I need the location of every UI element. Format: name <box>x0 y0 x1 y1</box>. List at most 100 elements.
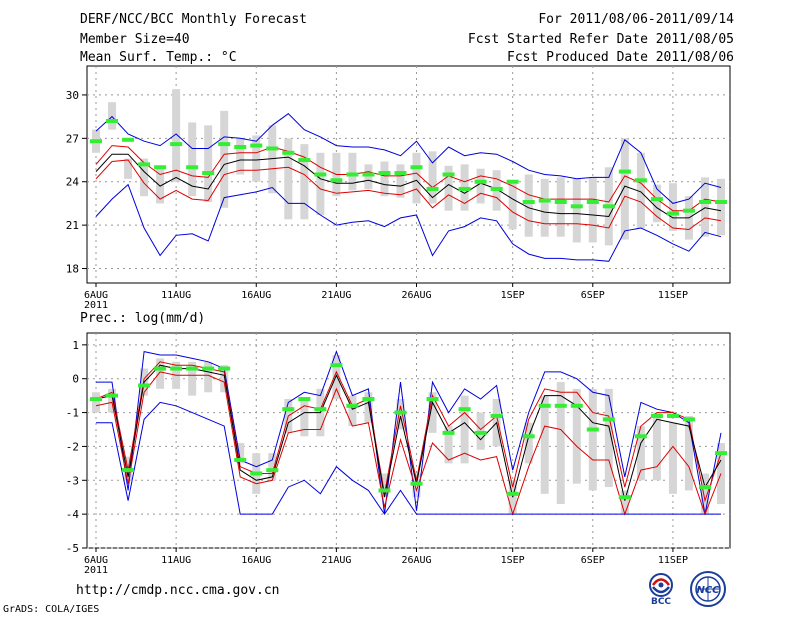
prec-observed-marker <box>266 468 279 473</box>
temp-observed-marker <box>282 150 295 155</box>
prec-x-tick-label: 1SEP <box>501 555 525 566</box>
prec-observed-marker <box>202 366 215 371</box>
prec-y-tick-label: -3 <box>66 474 79 487</box>
prec-series-ensemble-min <box>96 401 721 515</box>
temp-x-tick-label: 11SEP <box>658 290 688 301</box>
temp-x-tick-label: 1SEP <box>501 290 525 301</box>
temp-spread-bar <box>188 122 197 197</box>
temp-observed-marker <box>554 199 567 204</box>
temp-series-ensemble-min <box>95 183 722 262</box>
prec-observed-marker <box>282 407 295 412</box>
ncc-logo: NCC <box>690 571 726 607</box>
prec-spread-bar <box>460 395 469 464</box>
grads-credit: GrADS: COLA/IGES <box>3 604 100 615</box>
prec-spread-bar <box>428 392 437 433</box>
prec-observed-marker <box>586 427 599 432</box>
temp-observed-marker <box>394 171 407 176</box>
prec-spread-bar <box>300 399 309 437</box>
temp-frame <box>86 65 731 284</box>
temp-observed-marker <box>250 143 263 148</box>
prec-spread-bar <box>220 365 229 393</box>
temp-spread-bar <box>412 152 421 204</box>
prec-observed-marker <box>170 366 183 371</box>
temp-x-tick-year: 2011 <box>84 300 108 311</box>
prec-series-ensemble-max <box>96 350 722 515</box>
temp-series-ensemble-mean <box>95 153 722 219</box>
temp-spread-bar <box>316 152 325 216</box>
temp-observed-marker <box>154 165 167 170</box>
temp-spread-bar <box>364 164 373 189</box>
temp-spread-bar <box>300 144 309 220</box>
temp-x-tick-label: 6SEP <box>581 290 605 301</box>
temp-observed-marker <box>682 208 695 213</box>
temp-series-ensemble-low <box>95 159 722 231</box>
prec-spread-bar <box>540 395 549 494</box>
temp-spread-bar <box>668 183 677 231</box>
prec-observed-marker <box>474 430 487 435</box>
temp-spread-bar <box>396 164 405 198</box>
temp-observed-marker <box>490 186 503 191</box>
temp-observed-marker <box>298 158 311 163</box>
temp-spread-bar <box>540 178 549 237</box>
prec-observed-marker <box>218 366 231 371</box>
prec-observed-marker <box>314 407 327 412</box>
prec-y-tick-label: 0 <box>72 373 79 386</box>
temp-x-tick-label: 6AUG <box>84 290 108 301</box>
temp-y-tick-label: 30 <box>66 89 79 102</box>
prec-observed-marker <box>666 413 679 418</box>
temp-spread-bar <box>172 89 181 182</box>
prec-observed-marker <box>410 481 423 486</box>
temp-spread-bar <box>572 178 581 243</box>
temp-spread-bar <box>508 181 517 230</box>
temp-spread-bar <box>428 151 437 204</box>
prec-spread-bar <box>700 473 709 515</box>
prec-observed-marker <box>330 363 343 368</box>
temp-observed-marker <box>138 162 151 167</box>
temp-spread-bar <box>380 161 389 197</box>
temp-observed-marker <box>715 199 727 204</box>
temp-observed-marker <box>314 172 327 177</box>
prec-spread-bar <box>604 388 613 488</box>
prec-spread-bar <box>348 395 357 427</box>
temp-observed-marker <box>698 199 711 204</box>
temp-observed-marker <box>234 145 247 150</box>
prec-spread-bar <box>332 355 341 400</box>
prec-series-ensemble-mean <box>95 364 722 501</box>
temp-series-ensemble-max <box>95 113 722 204</box>
prec-spread-bar <box>636 426 645 481</box>
temp-spread-bar <box>524 174 533 237</box>
prec-spread-bar <box>380 473 389 498</box>
temp-observed-marker <box>346 172 359 177</box>
forecast-period: For 2011/08/06-2011/09/14 <box>538 12 734 27</box>
prec-observed-marker <box>602 417 615 422</box>
prec-spread-bar <box>236 443 245 464</box>
temp-observed-marker <box>634 178 647 183</box>
prec-observed-marker <box>346 403 359 408</box>
temp-observed-marker <box>330 178 343 183</box>
temp-observed-marker <box>506 179 519 184</box>
prec-observed-marker <box>362 397 375 402</box>
temp-observed-marker <box>170 142 183 147</box>
prec-spread-bar <box>572 388 581 484</box>
forecast-started-date: Fcst Started Refer Date 2011/08/05 <box>467 32 734 47</box>
temp-x-tick-label: 11AUG <box>161 290 191 301</box>
temp-x-tick-label: 21AUG <box>321 290 351 301</box>
prec-spread-bar <box>684 415 693 491</box>
temp-observed-marker <box>266 146 279 151</box>
prec-x-tick-label: 26AUG <box>401 555 431 566</box>
temp-observed-marker <box>202 171 215 176</box>
precip-title: Prec.: log(mm/d) <box>80 311 205 326</box>
prec-spread-bar <box>620 490 629 515</box>
temp-spread-bar <box>700 177 709 237</box>
temp-spread-bar <box>556 177 565 237</box>
prec-spread-bar <box>204 361 213 393</box>
prec-observed-marker <box>570 403 583 408</box>
temp-y-tick-label: 24 <box>66 176 80 189</box>
prec-spread-bar <box>444 426 453 464</box>
temp-series-ensemble-high <box>95 145 722 212</box>
temp-observed-marker <box>426 186 439 191</box>
temp-observed-marker <box>522 199 535 204</box>
source-url[interactable]: http://cmdp.ncc.cma.gov.cn <box>76 583 280 598</box>
